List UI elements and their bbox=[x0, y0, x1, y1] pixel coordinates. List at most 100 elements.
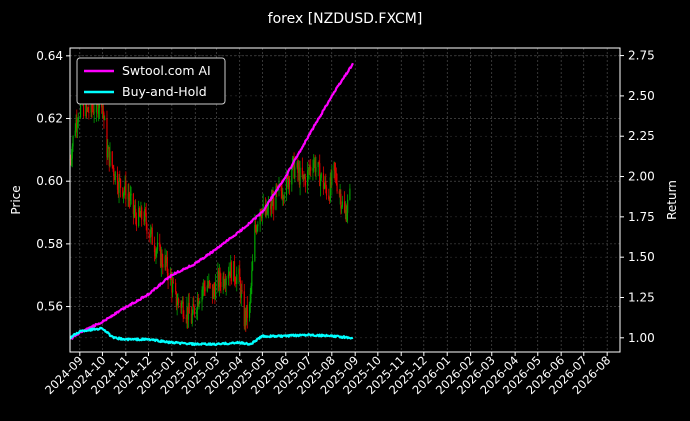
candle-body-up bbox=[77, 117, 79, 123]
candle-body-down bbox=[298, 168, 300, 185]
chart-title: forex [NZDUSD.FXCM] bbox=[268, 11, 423, 27]
candle-body-down bbox=[219, 271, 221, 283]
candle-body-down bbox=[154, 252, 156, 257]
candle-body-down bbox=[214, 290, 216, 300]
plot-frame bbox=[69, 47, 621, 353]
candle-body-down bbox=[125, 181, 127, 200]
candle-body-down bbox=[276, 186, 278, 190]
candle-body-down bbox=[344, 201, 346, 213]
candle-body-down bbox=[187, 307, 189, 320]
candle-body-down bbox=[220, 282, 222, 287]
candle-body-down bbox=[273, 197, 275, 210]
candle-body-up bbox=[217, 271, 219, 283]
candle-body-up bbox=[304, 176, 306, 178]
candle-body-up bbox=[181, 302, 183, 308]
candle-body-up bbox=[248, 303, 251, 318]
candle-body-down bbox=[87, 107, 89, 112]
candle-body-up bbox=[240, 290, 242, 299]
candle-body-up bbox=[172, 282, 174, 293]
candle-body-up bbox=[71, 146, 73, 159]
candle-body-up bbox=[285, 175, 288, 196]
y-tick-label-left: 0.56 bbox=[36, 300, 63, 314]
candle-body-down bbox=[280, 185, 282, 192]
candle-body-up bbox=[98, 108, 100, 114]
candle-body-down bbox=[113, 168, 115, 176]
candle-body-up bbox=[93, 112, 95, 114]
candle-body-up bbox=[86, 107, 88, 110]
candle-body-down bbox=[207, 285, 209, 287]
candle-body-down bbox=[209, 283, 211, 285]
candle-body-up bbox=[250, 285, 252, 295]
candle-body-down bbox=[281, 191, 283, 199]
candle-body-down bbox=[229, 271, 231, 278]
candle-body-up bbox=[123, 190, 125, 193]
candle-body-down bbox=[141, 207, 143, 220]
candle-body-down bbox=[139, 214, 141, 218]
candle-body-down bbox=[308, 168, 310, 171]
candle-body-down bbox=[116, 171, 119, 190]
candle-body-up bbox=[101, 105, 104, 108]
y-tick-label-left: 0.64 bbox=[36, 49, 63, 63]
candle-body-up bbox=[298, 168, 300, 173]
candle-body-down bbox=[171, 279, 173, 293]
candle-body-up bbox=[85, 103, 87, 117]
candle-body-down bbox=[144, 208, 147, 213]
candle-body-up bbox=[312, 168, 314, 171]
candle-body-up bbox=[127, 193, 129, 200]
candle-body-up bbox=[186, 307, 188, 319]
candle-body-up bbox=[164, 256, 166, 268]
candle-body-down bbox=[314, 160, 316, 172]
y-tick-label-left: 0.62 bbox=[36, 112, 63, 126]
candle-body-down bbox=[92, 108, 94, 110]
candle-body-down bbox=[297, 162, 299, 173]
candle-body-down bbox=[111, 151, 113, 166]
legend-label-swtool: Swtool.com AI bbox=[122, 63, 211, 78]
candle-body-down bbox=[334, 170, 337, 174]
candle-body-down bbox=[183, 317, 185, 318]
candle-body-down bbox=[135, 208, 137, 217]
candle-body-up bbox=[299, 167, 301, 185]
candle-body-up bbox=[90, 99, 92, 113]
candle-body-down bbox=[325, 187, 328, 196]
candle-body-up bbox=[212, 287, 214, 299]
candle-body-down bbox=[138, 208, 141, 215]
candle-body-up bbox=[331, 170, 333, 185]
candle-body-down bbox=[230, 262, 233, 282]
candle-body-down bbox=[190, 313, 193, 324]
candle-body-up bbox=[319, 177, 322, 187]
candle-body-down bbox=[162, 264, 164, 268]
y-axis-label-left: Price bbox=[9, 185, 23, 214]
y-tick-label-right: 2.00 bbox=[628, 170, 655, 184]
candle-body-up bbox=[107, 148, 109, 158]
candle-body-down bbox=[103, 112, 105, 121]
candle-body-up bbox=[307, 168, 310, 171]
candle-body-up bbox=[262, 204, 264, 211]
candle-body-down bbox=[112, 165, 114, 169]
candle-body-up bbox=[130, 193, 132, 196]
candle-body-down bbox=[310, 166, 312, 171]
candle-body-up bbox=[313, 160, 316, 164]
candle-body-down bbox=[193, 303, 195, 308]
candle-body-down bbox=[211, 284, 214, 299]
candle-body-up bbox=[118, 177, 120, 193]
candle-body-up bbox=[196, 297, 199, 311]
candle-body-down bbox=[185, 317, 187, 319]
candle-body-down bbox=[122, 187, 124, 197]
candle-body-down bbox=[345, 210, 347, 221]
y-tick-label-right: 1.00 bbox=[628, 331, 655, 345]
candle-body-down bbox=[108, 147, 110, 166]
candle-body-up bbox=[224, 284, 226, 286]
candle-body-down bbox=[271, 199, 273, 206]
candle-body-up bbox=[245, 305, 248, 322]
candle-body-up bbox=[227, 274, 230, 279]
candle-body-down bbox=[145, 212, 147, 225]
candle-body-down bbox=[148, 233, 150, 237]
candle-body-up bbox=[228, 271, 230, 275]
candle-body-up bbox=[160, 253, 162, 267]
candle-body-down bbox=[146, 224, 148, 234]
candle-body-down bbox=[330, 177, 332, 185]
candle-body-down bbox=[76, 119, 78, 128]
candle-body-down bbox=[325, 181, 327, 188]
candle-body-up bbox=[238, 268, 240, 275]
candle-body-up bbox=[124, 181, 126, 191]
